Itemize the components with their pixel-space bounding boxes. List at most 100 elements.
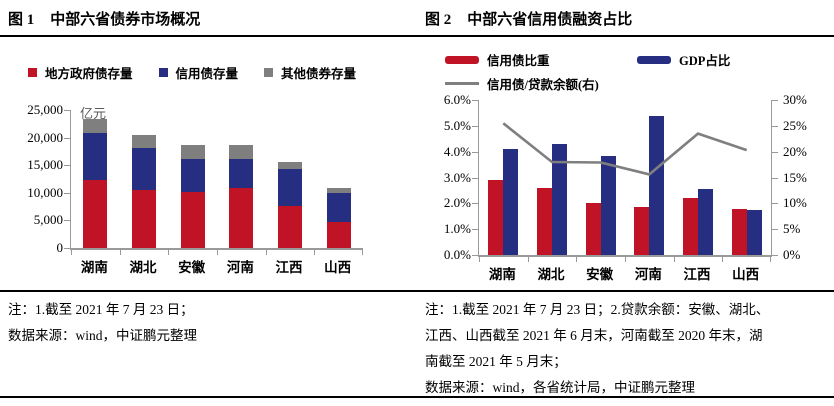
right-y-axis-tick-label: 0% [783, 247, 801, 262]
bar-segment-其他债券存量 [278, 161, 302, 170]
bar-GDP占比-湖北 [552, 143, 567, 255]
bar-信用债比重-安徽 [585, 203, 601, 255]
legend-item-信用债比重: 信用债比重 [445, 50, 637, 69]
figure2-note-line-3: 南截至 2021 年 5 月末； [425, 354, 567, 369]
bar-segment-地方政府债存量 [278, 206, 302, 248]
x-axis-tick-mark [527, 257, 529, 262]
chart2-right-y-axis: 0% 5% 10% 15% 20% 25% 30% [776, 92, 822, 262]
divider-above-notes [0, 290, 834, 292]
bar-GDP占比-河南 [649, 115, 665, 255]
right-y-axis-tick-label: 10% [783, 195, 807, 211]
figure1-header: 图 1 中部六省债券市场概况 [8, 8, 200, 29]
left-y-axis-tick-mark [472, 100, 478, 101]
figure1-note-line-2: 数据来源：wind，中证鹏元整理 [8, 328, 197, 343]
bar-信用债比重-河南 [634, 207, 650, 255]
left-y-axis-tick-label: 0.0% [443, 247, 471, 262]
stacked-bar-江西 [278, 161, 302, 248]
x-axis-tick-mark [479, 257, 480, 262]
legend-label: 信用债存量 [175, 67, 239, 81]
left-y-axis-tick-label: 5.0% [443, 117, 471, 133]
legend-item-其他债券存量: 其他债券存量 [264, 63, 356, 82]
legend-swatch-icon [445, 55, 479, 64]
x-axis-tick-mark [71, 250, 72, 255]
stacked-bar-湖北 [132, 134, 156, 248]
legend-label: 信用债比重 [487, 54, 550, 68]
bar-信用债比重-江西 [683, 198, 698, 255]
bar-segment-信用债存量 [278, 169, 302, 207]
figure2-legend-row-2: 信用债/贷款余额(右) [445, 74, 637, 93]
bar-segment-地方政府债存量 [229, 187, 254, 248]
legend-label: 其他债券存量 [281, 67, 357, 81]
x-category-label: 江西 [275, 260, 303, 275]
legend-swatch-icon [28, 68, 37, 77]
y-axis-tick-mark [64, 248, 70, 249]
right-y-axis-tick-label: 25% [783, 117, 807, 133]
credit-bond-loan-ratio-line [502, 122, 748, 176]
chart2-plot-area [472, 100, 778, 262]
bar-segment-地方政府债存量 [132, 190, 156, 248]
stacked-bar-山西 [326, 187, 351, 248]
legend-swatch-icon [158, 68, 168, 77]
y-axis-tick-label: 20,000 [27, 129, 63, 145]
legend-label: 信用债/贷款余额(右) [487, 78, 599, 92]
right-y-axis-tick-label: 20% [783, 143, 807, 159]
left-y-axis-tick-label: 4.0% [443, 143, 471, 159]
figure1-chart: 0 5,000 10,000 15,000 20,000 25,000 亿元 湖南 湖北 安徽… [14, 102, 394, 290]
x-axis-tick-mark [770, 257, 771, 262]
left-y-axis-tick-mark [472, 125, 478, 127]
x-category-label: 湖北 [129, 260, 157, 275]
x-axis-tick-mark [217, 250, 218, 255]
left-y-axis-tick-label: 6.0% [443, 92, 471, 107]
right-y-axis-tick-mark [772, 100, 778, 101]
bar-segment-地方政府债存量 [326, 221, 351, 248]
left-y-axis-tick-mark [472, 229, 478, 231]
figure2-chart: 0.0% 1.0% 2.0% 3.0% 4.0% 5.0% 6.0% 0% 5% 10% 15% 2… [428, 92, 828, 290]
right-y-axis-tick-mark [772, 177, 778, 179]
x-axis-tick-mark [673, 257, 675, 262]
x-category-label: 河南 [226, 260, 254, 275]
x-axis-tick-mark [119, 250, 121, 255]
x-category-label: 湖北 [537, 267, 565, 282]
x-category-label: 湖南 [80, 260, 108, 275]
figure2-header: 图 2 中部六省信用债融资占比 [425, 8, 632, 29]
bar-segment-其他债券存量 [180, 144, 205, 160]
figure2-note-line-1: 注：1.截至 2021 年 7 月 23 日；2.贷款余额：安徽、湖北、 [425, 302, 770, 317]
stacked-bar-安徽 [180, 144, 205, 248]
y-axis-tick-mark [64, 137, 70, 139]
right-y-axis-tick-mark [772, 255, 778, 256]
right-y-axis-tick-mark [772, 125, 778, 127]
bar-segment-信用债存量 [326, 193, 351, 222]
chart1-unit-label: 亿元 [80, 106, 107, 121]
left-y-axis-tick-mark [472, 203, 478, 205]
bar-GDP占比-安徽 [600, 155, 616, 255]
y-axis-tick-mark [64, 220, 70, 222]
right-y-axis-tick-mark [772, 151, 778, 153]
x-axis-tick-mark [362, 250, 363, 255]
y-axis-tick-label: 10,000 [27, 184, 63, 200]
figure1-title: 中部六省债券市场概况 [50, 12, 201, 28]
x-axis-tick-mark [576, 257, 578, 262]
figure2-label: 图 2 [425, 12, 452, 28]
divider-under-titles [0, 35, 834, 37]
left-y-axis-tick-mark [472, 177, 478, 179]
chart2-left-y-axis: 0.0% 1.0% 2.0% 3.0% 4.0% 5.0% 6.0% [428, 92, 478, 262]
legend-swatch-icon [264, 68, 274, 77]
figure1-label: 图 1 [8, 12, 35, 28]
figure2-note-line-4: 数据来源：wind，各省统计局，中证鹏元整理 [425, 380, 695, 395]
right-y-axis-tick-label: 30% [783, 92, 807, 107]
bar-segment-地方政府债存量 [180, 191, 205, 248]
legend-swatch-icon [445, 82, 479, 85]
left-y-axis-tick-mark [472, 151, 478, 153]
x-axis-tick-mark [265, 250, 267, 255]
figure1-note-line-1: 注：1.截至 2021 年 7 月 23 日； [8, 302, 194, 317]
chart1-plot-area: 亿元 [64, 106, 363, 255]
x-category-label: 安徽 [178, 260, 206, 275]
bar-segment-信用债存量 [180, 159, 205, 192]
bar-segment-信用债存量 [132, 148, 156, 191]
bar-segment-信用债存量 [229, 159, 254, 188]
legend-label: GDP占比 [679, 54, 731, 68]
x-axis-tick-mark [314, 250, 316, 255]
bar-GDP占比-山西 [746, 209, 762, 255]
chart1-y-axis: 0 5,000 10,000 15,000 20,000 25,000 [14, 102, 70, 255]
